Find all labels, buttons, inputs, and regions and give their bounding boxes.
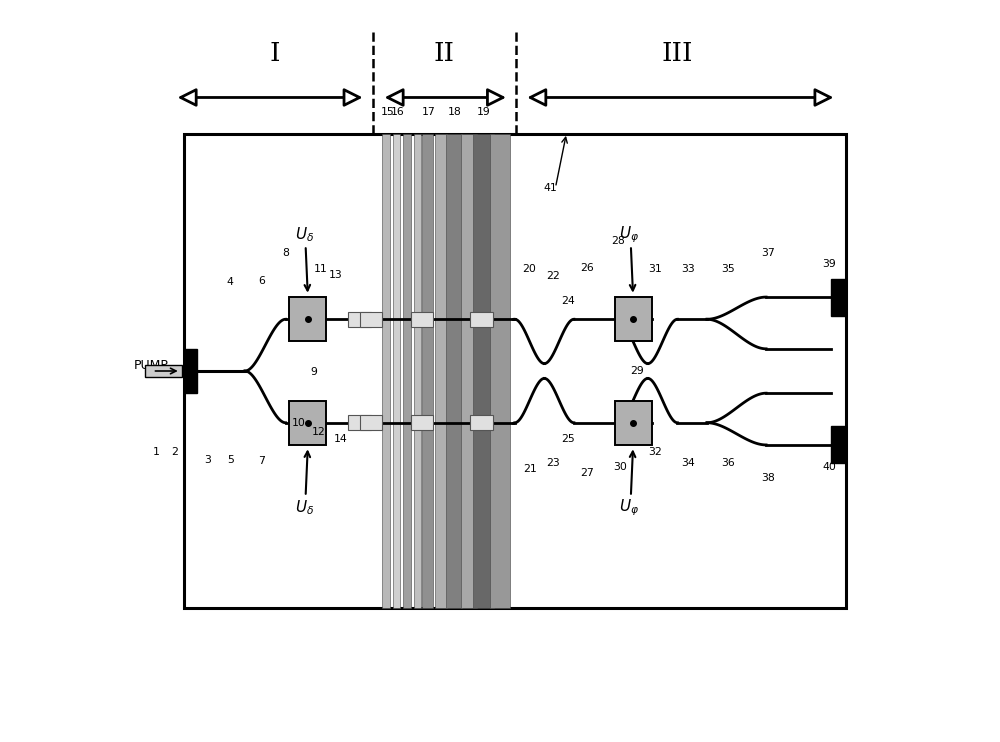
Text: 10: 10 xyxy=(292,418,306,427)
Text: 1: 1 xyxy=(153,447,160,457)
Text: 16: 16 xyxy=(391,108,405,117)
Bar xyxy=(184,349,197,393)
Text: $U_\varphi$: $U_\varphi$ xyxy=(619,497,639,518)
Text: 34: 34 xyxy=(681,459,695,468)
Text: 4: 4 xyxy=(227,278,234,287)
Text: 9: 9 xyxy=(310,367,317,378)
Bar xyxy=(461,134,477,608)
Text: 8: 8 xyxy=(282,248,289,257)
Text: 27: 27 xyxy=(580,468,594,478)
Bar xyxy=(435,134,447,608)
Bar xyxy=(615,401,652,445)
Bar xyxy=(382,134,390,608)
Text: 37: 37 xyxy=(761,248,774,257)
Bar xyxy=(360,416,382,430)
Bar xyxy=(289,297,326,341)
Bar xyxy=(446,134,462,608)
Text: 39: 39 xyxy=(822,259,836,269)
Text: 21: 21 xyxy=(523,464,536,473)
Bar xyxy=(473,134,494,608)
Text: 13: 13 xyxy=(329,270,343,280)
Bar xyxy=(348,312,371,326)
Text: 23: 23 xyxy=(546,459,560,468)
Text: 5: 5 xyxy=(227,455,234,464)
Bar xyxy=(411,312,433,326)
Bar xyxy=(393,134,400,608)
Text: 33: 33 xyxy=(681,264,695,274)
Bar xyxy=(831,278,846,315)
Text: 18: 18 xyxy=(447,108,461,117)
Text: 28: 28 xyxy=(611,236,625,246)
Text: I: I xyxy=(269,41,280,65)
Text: $U_\delta$: $U_\delta$ xyxy=(295,499,314,517)
Text: 7: 7 xyxy=(259,456,265,466)
Text: 31: 31 xyxy=(648,264,662,274)
Text: 35: 35 xyxy=(721,264,735,274)
Bar xyxy=(470,312,493,326)
Text: 24: 24 xyxy=(561,296,575,306)
Text: 26: 26 xyxy=(580,263,594,272)
Text: $U_\delta$: $U_\delta$ xyxy=(295,225,314,243)
Text: 12: 12 xyxy=(312,427,326,436)
Bar xyxy=(490,134,510,608)
Bar xyxy=(615,297,652,341)
Bar xyxy=(403,134,411,608)
Bar xyxy=(422,134,433,608)
Text: 40: 40 xyxy=(822,462,836,472)
Bar xyxy=(411,416,433,430)
Bar xyxy=(470,416,493,430)
Text: 30: 30 xyxy=(613,462,627,472)
Text: 29: 29 xyxy=(630,366,644,376)
Bar xyxy=(348,416,371,430)
Text: PUMP: PUMP xyxy=(134,358,169,372)
Bar xyxy=(145,365,182,377)
Bar xyxy=(414,134,421,608)
Text: 19: 19 xyxy=(477,108,491,117)
Text: III: III xyxy=(662,41,693,65)
Text: 17: 17 xyxy=(422,108,436,117)
Bar xyxy=(289,401,326,445)
Text: II: II xyxy=(433,41,454,65)
Text: 20: 20 xyxy=(523,264,537,274)
Bar xyxy=(831,427,846,464)
Text: 15: 15 xyxy=(381,108,395,117)
Text: 36: 36 xyxy=(721,459,735,468)
Text: 41: 41 xyxy=(543,183,557,193)
Text: 14: 14 xyxy=(334,434,348,444)
Text: 6: 6 xyxy=(259,276,265,286)
Text: 22: 22 xyxy=(546,272,560,281)
Text: $U_\varphi$: $U_\varphi$ xyxy=(619,224,639,245)
Text: 25: 25 xyxy=(561,434,575,444)
Bar xyxy=(360,312,382,326)
Text: 3: 3 xyxy=(205,455,211,464)
Text: 38: 38 xyxy=(761,473,774,483)
Text: 11: 11 xyxy=(314,264,328,274)
Text: 2: 2 xyxy=(171,447,178,457)
Text: 32: 32 xyxy=(648,447,662,457)
Bar xyxy=(184,134,846,608)
